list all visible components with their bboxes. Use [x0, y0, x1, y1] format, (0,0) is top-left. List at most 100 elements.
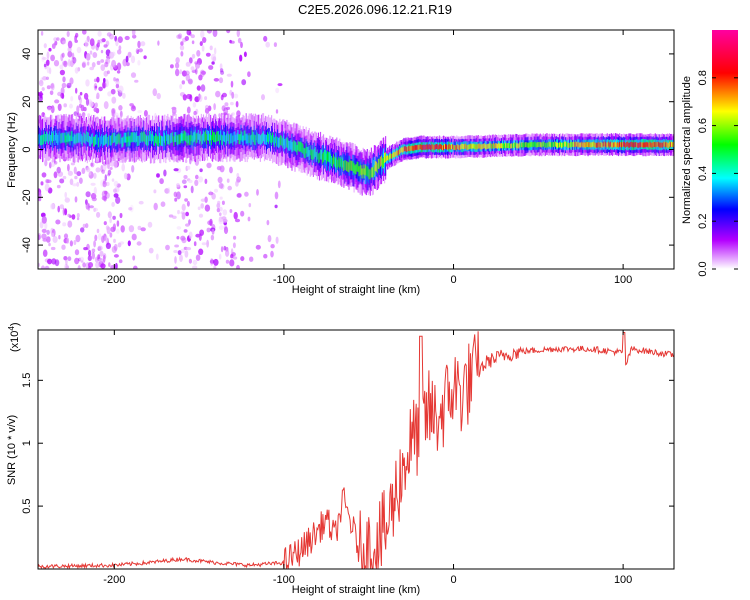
heatmap-noise-cell — [51, 232, 54, 237]
heatmap-noise-cell — [198, 94, 203, 103]
heatmap-noise-cell — [85, 79, 90, 87]
heatmap-ridge-cell — [180, 132, 182, 143]
heatmap-noise-cell — [140, 41, 146, 47]
heatmap-noise-cell — [213, 78, 220, 82]
heatmap-ridge-cell — [441, 144, 443, 150]
heatmap-noise-cell — [197, 206, 201, 211]
heatmap-noise-cell — [177, 250, 182, 256]
colorbar: 0.0 0.2 0.4 0.6 0.8 Normalized spectral ampl… — [681, 30, 738, 277]
heatmap-noise-cell — [191, 40, 195, 45]
heatmap-noise-cell — [179, 69, 182, 75]
heatmap-ridge-cell — [236, 133, 238, 144]
heatmap-noise-cell — [192, 259, 198, 266]
heatmap-ridge-cell — [354, 165, 356, 176]
heatmap-noise-cell — [88, 171, 94, 179]
heatmap-noise-cell — [85, 223, 89, 229]
heatmap-ridge-cell — [658, 142, 660, 148]
heatmap-ridge-cell — [272, 132, 274, 143]
heatmap-noise-cell — [70, 96, 74, 102]
heatmap-ridge-cell — [566, 141, 568, 147]
heatmap-ridge-cell — [147, 135, 150, 146]
heatmap-ridge-cell — [243, 130, 245, 141]
heatmap-noise-cell — [61, 82, 67, 89]
heatmap-ridge-cell — [357, 162, 359, 172]
heatmap-noise-cell — [83, 106, 87, 112]
heatmap-ridge-cell — [193, 131, 195, 142]
heatmap-ridge-cell — [151, 133, 153, 144]
heatmap-ridge-cell — [258, 133, 260, 144]
heatmap-noise-cell — [107, 211, 112, 219]
heatmap-noise-cell — [188, 219, 191, 225]
heatmap-noise-cell — [88, 249, 92, 257]
heatmap-ridge-cell — [666, 142, 669, 148]
heatmap-ridge-cell — [282, 137, 284, 148]
heatmap-ridge-cell — [641, 142, 643, 148]
heatmap-ridge-cell — [336, 157, 338, 168]
heatmap-noise-cell — [219, 68, 224, 73]
heatmap-noise-cell — [201, 242, 207, 246]
heatmap-ridge-cell — [345, 160, 347, 171]
heatmap-ridge-cell — [78, 133, 80, 144]
heatmap-ridge-cell — [390, 153, 392, 159]
heatmap-noise-cell — [227, 185, 232, 191]
heatmap-noise-cell — [210, 53, 217, 62]
heatmap-ridge-cell — [379, 156, 382, 167]
heatmap-noise-cell — [270, 244, 275, 249]
heatmap-ridge-cell — [137, 135, 139, 146]
heatmap-ridge-cell — [426, 144, 428, 150]
heatmap-ridge-cell — [624, 141, 626, 147]
heatmap-noise-cell — [47, 258, 53, 265]
heatmap-noise-cell — [122, 92, 126, 99]
heatmap-ridge-cell — [263, 134, 266, 145]
heatmap-ridge-cell — [98, 137, 100, 148]
heatmap-ridge-cell — [173, 136, 175, 147]
heatmap-noise-cell — [212, 30, 218, 37]
heatmap-noise-cell — [174, 266, 178, 269]
heatmap-noise-cell — [63, 60, 68, 68]
heatmap-noise-cell — [226, 73, 232, 77]
heatmap-noise-cell — [206, 30, 212, 34]
heatmap-ridge-cell — [365, 165, 367, 176]
heatmap-ridge-cell — [437, 145, 440, 151]
heatmap-noise-cell — [256, 189, 259, 196]
heatmap-ridge-cell — [106, 133, 108, 144]
heatmap-noise-cell — [118, 85, 124, 93]
heatmap-ridge-cell — [531, 142, 533, 147]
heatmap-ridge-cell — [407, 146, 409, 152]
heatmap-ridge-cell — [589, 142, 591, 148]
heatmap-ridge-cell — [381, 158, 384, 169]
heatmap-ridge-cell — [477, 143, 479, 149]
heatmap-ridge-cell — [388, 155, 390, 161]
heatmap-ridge-cell — [347, 161, 349, 172]
heatmap-noise-cell — [116, 228, 120, 234]
snr-axes: -200 -100 0 100 0.5 1 1.5 — [21, 330, 674, 586]
heatmap-noise-cell — [181, 212, 186, 220]
heatmap-noise-cell — [194, 179, 199, 186]
heatmap-noise-cell — [193, 241, 197, 247]
heatmap-ridge-cell — [371, 167, 373, 178]
heatmap-noise-cell — [182, 94, 187, 101]
heatmap-ridge-cell — [116, 134, 118, 145]
heatmap-ridge-cell — [476, 144, 478, 150]
heatmap-ridge-cell — [313, 148, 315, 159]
heatmap-ridge-cell — [412, 146, 414, 151]
heatmap-ridge-cell — [583, 142, 585, 148]
heatmap-noise-cell — [153, 202, 158, 211]
heatmap-noise-cell — [183, 175, 188, 179]
heatmap-ridge-cell — [47, 132, 49, 143]
heatmap-ridge-cell — [540, 142, 542, 148]
heatmap-ridge-cell — [378, 158, 381, 169]
heatmap-ridge-cell — [149, 131, 152, 141]
heatmap-noise-cell — [176, 236, 180, 240]
heatmap-noise-cell — [77, 265, 81, 269]
heatmap-noise-cell — [103, 44, 108, 48]
heatmap-ridge-cell — [460, 144, 462, 150]
heatmap-ridge-cell — [43, 134, 45, 145]
heatmap-ridge-cell — [191, 125, 193, 146]
heatmap-noise-cell — [240, 256, 245, 262]
heatmap-ridge-cell — [430, 144, 432, 150]
heatmap-ridge-cell — [280, 135, 282, 146]
heatmap-noise-cell — [69, 178, 74, 186]
heatmap-noise-cell — [67, 50, 73, 58]
heatmap-ridge-cell — [321, 153, 324, 164]
